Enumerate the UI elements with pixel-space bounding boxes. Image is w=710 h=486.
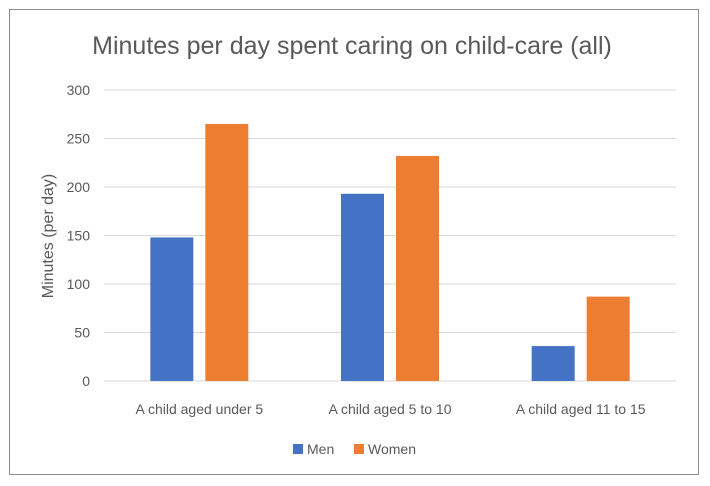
y-tick-label: 300 (67, 82, 91, 98)
y-tick-label: 250 (67, 131, 91, 147)
bar-women-3 (586, 296, 630, 381)
y-axis-ticks: 0 50 100 150 200 250 300 (67, 82, 91, 389)
x-tick-label: A child aged 5 to 10 (329, 401, 452, 417)
x-tick-label: A child aged under 5 (136, 401, 264, 417)
legend-label-women: Women (368, 441, 416, 457)
y-tick-label: 150 (67, 228, 91, 244)
legend-label-men: Men (307, 441, 334, 457)
bar-men-1 (150, 237, 194, 381)
y-tick-label: 200 (67, 179, 91, 195)
legend-swatch-women (354, 444, 364, 454)
bar-women-1 (205, 123, 249, 381)
gridlines (104, 89, 676, 382)
chart-title: Minutes per day spent caring on child-ca… (92, 32, 612, 60)
y-tick-label: 100 (67, 276, 91, 292)
y-tick-label: 0 (82, 373, 90, 389)
x-axis-ticks: A child aged under 5 A child aged 5 to 10… (136, 401, 646, 417)
y-tick-label: 50 (74, 325, 90, 341)
x-tick-label: A child aged 11 to 15 (516, 401, 646, 417)
bars (150, 123, 630, 381)
y-axis-title: Minutes (per day) (40, 174, 57, 299)
bar-women-2 (396, 155, 439, 381)
legend: Men Women (293, 441, 416, 457)
bar-men-3 (531, 346, 575, 381)
legend-swatch-men (293, 444, 303, 454)
bar-men-2 (341, 193, 384, 381)
